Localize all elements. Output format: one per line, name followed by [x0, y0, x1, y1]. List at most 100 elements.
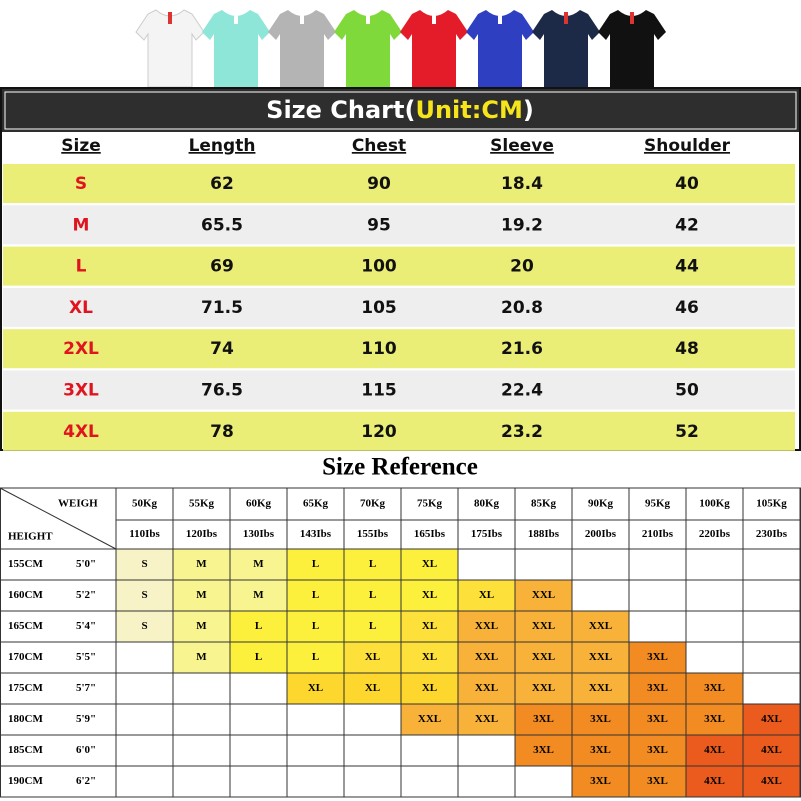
size-cell	[401, 673, 458, 704]
title-bar-border	[4, 91, 797, 130]
size-cell	[686, 673, 743, 704]
size-recommendation: 3XL	[704, 713, 725, 725]
weight-lbs: 120Ibs	[186, 528, 218, 540]
size-cell	[686, 735, 743, 766]
cell-value: 20.8	[501, 298, 543, 318]
cell-value: 120	[361, 422, 397, 442]
size-cell	[686, 704, 743, 735]
size-label: XL	[69, 298, 93, 318]
cell-value: 71.5	[201, 298, 243, 318]
size-cell	[515, 704, 572, 735]
size-recommendation: XXL	[532, 651, 555, 663]
weight-lbs: 143Ibs	[300, 528, 332, 540]
size-recommendation: 3XL	[533, 744, 554, 756]
cell-value: 105	[361, 298, 397, 318]
height-cm: 185CM	[8, 744, 43, 756]
height-cm: 170CM	[8, 651, 43, 663]
size-cell	[572, 735, 629, 766]
cell-value: 76.5	[201, 381, 243, 401]
size-cell	[344, 549, 401, 580]
cell-value: 52	[675, 422, 699, 442]
size-cell	[515, 673, 572, 704]
size-chart-title: Size Chart(Unit:CM)	[266, 96, 534, 124]
size-recommendation: 3XL	[590, 713, 611, 725]
title-bar	[2, 89, 799, 132]
size-recommendation: S	[141, 620, 147, 632]
size-recommendation: XXL	[532, 682, 555, 694]
size-table: Size Length Chest Sleeve Shoulder S 62 90 18.4 40…	[3, 136, 795, 451]
cell-value: 46	[675, 298, 699, 318]
size-cell	[116, 549, 173, 580]
size-recommendation: M	[196, 558, 207, 570]
header-diagonal	[0, 487, 117, 550]
size-recommendation: XXL	[589, 620, 612, 632]
height-cm: 155CM	[8, 558, 43, 570]
size-recommendation: XL	[365, 651, 380, 663]
row-background	[3, 411, 795, 451]
weight-kg: 50Kg	[132, 498, 158, 510]
size-cell	[572, 642, 629, 673]
height-cm: 175CM	[8, 682, 43, 694]
size-recommendation: 3XL	[590, 744, 611, 756]
height-cm: 165CM	[8, 620, 43, 632]
size-recommendation: M	[196, 589, 207, 601]
height-cm: 180CM	[8, 713, 43, 725]
size-cell	[458, 611, 515, 642]
size-recommendation: XXL	[475, 651, 498, 663]
size-cell	[401, 580, 458, 611]
size-recommendation: XL	[422, 682, 437, 694]
weight-kg: 90Kg	[588, 498, 614, 510]
weight-kg: 95Kg	[645, 498, 671, 510]
size-recommendation: XXL	[475, 682, 498, 694]
size-recommendation: M	[253, 589, 264, 601]
weight-kg: 65Kg	[303, 498, 329, 510]
size-recommendation: XL	[422, 589, 437, 601]
size-cell	[401, 549, 458, 580]
size-cell	[458, 704, 515, 735]
size-cell	[230, 611, 287, 642]
size-cell	[458, 642, 515, 673]
cell-value: 18.4	[501, 174, 543, 194]
cell-value: 48	[675, 339, 699, 359]
size-recommendation: M	[253, 558, 264, 570]
weight-kg: 70Kg	[360, 498, 386, 510]
column-header: Sleeve	[490, 136, 554, 156]
height-ft: 5'2"	[76, 589, 96, 601]
cell-value: 22.4	[501, 381, 543, 401]
size-recommendation: XL	[479, 589, 494, 601]
reference-title: Size Reference	[322, 454, 478, 481]
height-ft: 6'0"	[76, 744, 96, 756]
size-cell	[515, 580, 572, 611]
cell-value: 110	[361, 339, 397, 359]
size-label: M	[73, 215, 90, 235]
shirts	[135, 9, 666, 88]
height-ft: 5'5"	[76, 651, 96, 663]
size-recommendation: S	[141, 589, 147, 601]
height-ft: 5'7"	[76, 682, 96, 694]
size-recommendation: 4XL	[704, 775, 725, 787]
size-recommendation: XL	[422, 651, 437, 663]
cell-value: 21.6	[501, 339, 543, 359]
cell-value: 115	[361, 381, 397, 401]
size-cell	[572, 611, 629, 642]
size-recommendation: L	[312, 620, 319, 632]
size-cell	[401, 611, 458, 642]
size-recommendation: XXL	[475, 620, 498, 632]
weight-kg: 85Kg	[531, 498, 557, 510]
cell-value: 62	[210, 174, 234, 194]
weight-lbs: 155Ibs	[357, 528, 389, 540]
size-label: L	[76, 257, 87, 277]
size-cell	[743, 735, 800, 766]
size-recommendation: XXL	[589, 651, 612, 663]
size-cell	[629, 735, 686, 766]
cell-value: 95	[367, 215, 391, 235]
weight-kg: 55Kg	[189, 498, 215, 510]
size-recommendation: M	[196, 620, 207, 632]
weight-lbs: 130Ibs	[243, 528, 275, 540]
height-label: HEIGHT	[8, 531, 53, 543]
cell-value: 42	[675, 215, 699, 235]
size-cell	[515, 611, 572, 642]
weight-lbs: 110Ibs	[129, 528, 160, 540]
size-cell	[743, 704, 800, 735]
